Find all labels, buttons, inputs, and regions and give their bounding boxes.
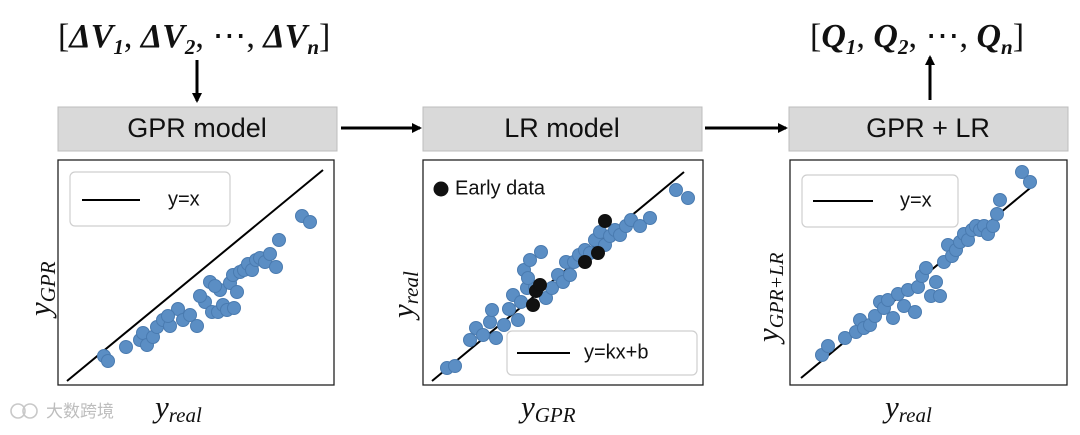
plot1-point (227, 301, 241, 315)
plot1-identity-line (66, 169, 324, 382)
plot3-point (868, 309, 882, 323)
plot3-point (821, 339, 835, 353)
plot1-point (263, 247, 277, 261)
plot3-points (815, 165, 1037, 362)
plot1-point (303, 215, 317, 229)
gpr-model-label: GPR model (127, 113, 267, 143)
plot2-points (440, 183, 695, 375)
plot2-ylabel: yreal (385, 271, 423, 321)
plot1-point (272, 233, 286, 247)
plot3-point (897, 299, 911, 313)
plot2-early-point (578, 255, 592, 269)
plot3-point (933, 289, 947, 303)
plot2-legend-early-label: Early data (455, 177, 546, 199)
plot1-point (190, 319, 204, 333)
plot2-early-points (526, 214, 612, 312)
plot2-point (643, 211, 657, 225)
plot2-legend-early: Early data (433, 177, 546, 199)
plot2-xlabel: yGPR (518, 389, 576, 427)
plot3-point (986, 219, 1000, 233)
plot3-legend-label: y=x (900, 189, 932, 211)
gpr-lr-box: GPR + LR (788, 106, 1069, 152)
plot2-point (485, 303, 499, 317)
watermark-text: 大数跨境 (46, 402, 114, 422)
plot3-point (929, 275, 943, 289)
plot2-legend-line: y=kx+b (506, 330, 698, 376)
plot1-xlabel: yreal (152, 389, 202, 427)
plot2-point (511, 313, 525, 327)
plot1-point (183, 308, 197, 322)
plot2-point (448, 359, 462, 373)
plot1-points (97, 209, 317, 368)
output-vector: [Q1, Q2, ⋯, Qn] (810, 18, 1024, 59)
plot2-point (489, 331, 503, 345)
plot2-point (463, 333, 477, 347)
plot2-point (523, 253, 537, 267)
plot1-legend-label: y=x (168, 188, 200, 210)
plot2-early-point (591, 246, 605, 260)
plot1-legend: y=x (69, 171, 231, 227)
plot3-point (1015, 165, 1029, 179)
plot3-point (838, 331, 852, 345)
plot2-point (563, 268, 577, 282)
plot3-point (919, 261, 933, 275)
plot2-point (476, 328, 490, 342)
plot2-early-point (526, 298, 540, 312)
plot3-ylabel: yGPR+LR (750, 253, 788, 345)
plot3-point (886, 311, 900, 325)
watermark: 大数跨境 (10, 402, 114, 422)
plot3-point (908, 305, 922, 319)
plot2-early-point (598, 214, 612, 228)
plot2-point (502, 302, 516, 316)
plot2-point (483, 315, 497, 329)
gpr-model-box: GPR model (57, 106, 338, 152)
plot2-point (681, 191, 695, 205)
input-vector: [ΔV1, ΔV2, ⋯, ΔVn] (58, 18, 330, 59)
plot2-point (633, 219, 647, 233)
watermark-logo-icon (10, 403, 26, 419)
plot1-point (101, 354, 115, 368)
plot1-point (208, 279, 222, 293)
plot3-point (990, 207, 1004, 221)
plot2-point (514, 295, 528, 309)
plot1-point (230, 285, 244, 299)
lr-model-box: LR model (422, 106, 703, 152)
plot2-point (521, 271, 535, 285)
plot3-point (1023, 175, 1037, 189)
plot2-early-point (533, 278, 547, 292)
plot3-xlabel: yreal (882, 389, 932, 427)
plot3-point (993, 193, 1007, 207)
plot2-point (534, 245, 548, 259)
plot1-point (193, 289, 207, 303)
plot2-point (497, 318, 511, 332)
plot2-legend-line-label: y=kx+b (584, 341, 648, 363)
plot2-legend-marker (433, 181, 449, 197)
plot1-point (161, 309, 175, 323)
plot1-point (119, 340, 133, 354)
lr-model-label: LR model (504, 113, 620, 143)
plot1-ylabel: yGPR (22, 261, 60, 319)
plot3-legend: y=x (801, 174, 959, 228)
gpr-lr-label: GPR + LR (866, 113, 990, 143)
plot1-point (269, 260, 283, 274)
plot2-point (669, 183, 683, 197)
